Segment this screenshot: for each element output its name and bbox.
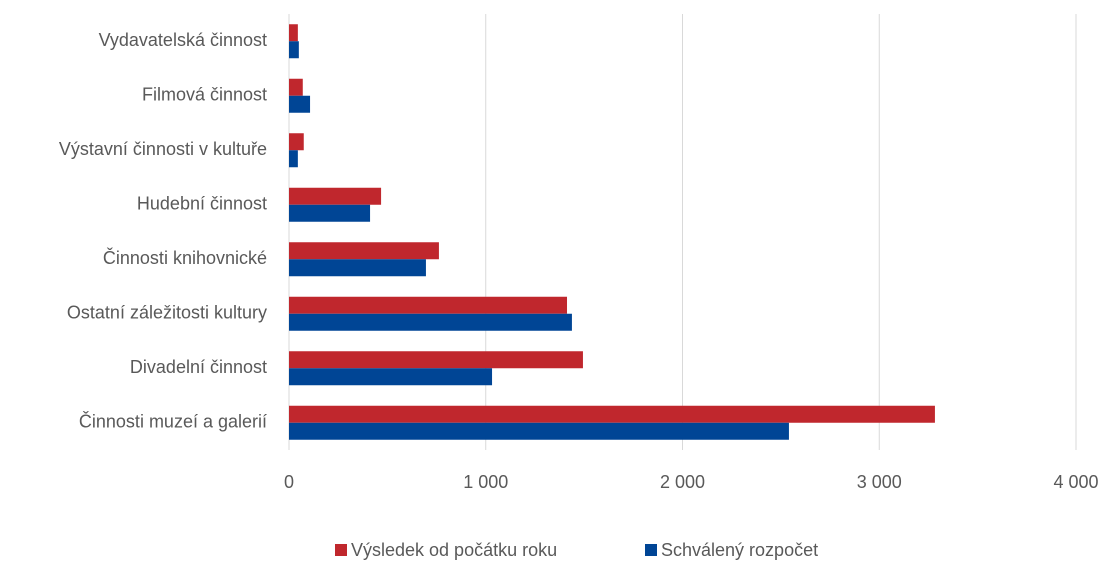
bar xyxy=(289,41,299,59)
y-tick-label: Ostatní záležitosti kultury xyxy=(67,303,267,323)
bar xyxy=(289,24,298,42)
bar xyxy=(289,351,583,369)
legend-label: Schválený rozpočet xyxy=(661,540,818,560)
bar xyxy=(289,242,439,260)
bar xyxy=(289,259,426,277)
bar xyxy=(289,368,493,386)
bar xyxy=(289,296,568,314)
x-tick-label: 1 000 xyxy=(463,472,508,492)
legend-label: Výsledek od počátku roku xyxy=(351,540,557,560)
y-tick-label: Činnosti muzeí a galerií xyxy=(79,411,267,432)
y-tick-label: Hudební činnost xyxy=(137,194,267,214)
x-tick-label: 4 000 xyxy=(1053,472,1098,492)
bar xyxy=(289,187,382,205)
y-tick-label: Činnosti knihovnické xyxy=(103,247,267,268)
legend-swatch xyxy=(645,544,657,556)
y-tick-label: Vydavatelská činnost xyxy=(99,30,267,50)
y-tick-label: Filmová činnost xyxy=(142,85,267,105)
x-tick-label: 2 000 xyxy=(660,472,705,492)
bar xyxy=(289,78,303,96)
bar xyxy=(289,405,935,423)
y-tick-label: Divadelní činnost xyxy=(130,357,267,377)
x-tick-label: 0 xyxy=(284,472,294,492)
bar xyxy=(289,204,371,222)
bar xyxy=(289,133,304,151)
bar xyxy=(289,422,789,440)
y-tick-label: Výstavní činnosti v kultuře xyxy=(59,139,267,159)
bar xyxy=(289,95,311,113)
bar xyxy=(289,150,298,168)
legend-swatch xyxy=(335,544,347,556)
bar xyxy=(289,313,572,331)
x-tick-label: 3 000 xyxy=(857,472,902,492)
